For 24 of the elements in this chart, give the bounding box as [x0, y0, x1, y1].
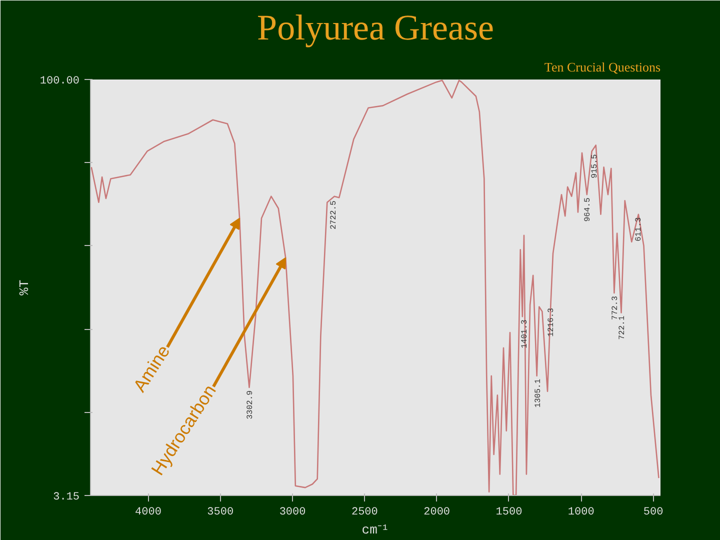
chart-title: Polyurea Grease: [257, 8, 494, 48]
annotation: 1305.1: [534, 378, 544, 408]
x-tick-label: 4000: [135, 506, 162, 518]
annotation: 611.3: [634, 217, 644, 242]
y-tick-label: 3.15: [53, 492, 80, 504]
x-tick-label: 3500: [207, 506, 234, 518]
annotation: 722.1: [618, 316, 628, 340]
x-tick-label: 2500: [351, 506, 378, 518]
x-tick-label: 3000: [279, 506, 306, 518]
text: Ten Crucial Questions: [544, 60, 661, 74]
annotation: 772.3: [611, 296, 620, 320]
x-tick-label: 1500: [496, 506, 522, 518]
annotation: 1216.3: [546, 308, 556, 337]
x-tick-label: 1000: [568, 506, 594, 518]
annotation: 915.5: [590, 154, 600, 178]
annotation: 3302.9: [246, 390, 256, 420]
x-tick-label: 2000: [424, 506, 450, 518]
annotation: 964.5: [583, 197, 592, 222]
y-tick-label: 100.00: [40, 76, 80, 88]
annotation: 2722.5: [330, 200, 339, 230]
x-axis-title: cm⁻¹: [362, 522, 390, 538]
x-tick-label: 500: [643, 506, 664, 518]
y-axis-title: %T: [16, 280, 32, 296]
annotation: 1401.3: [520, 319, 530, 348]
